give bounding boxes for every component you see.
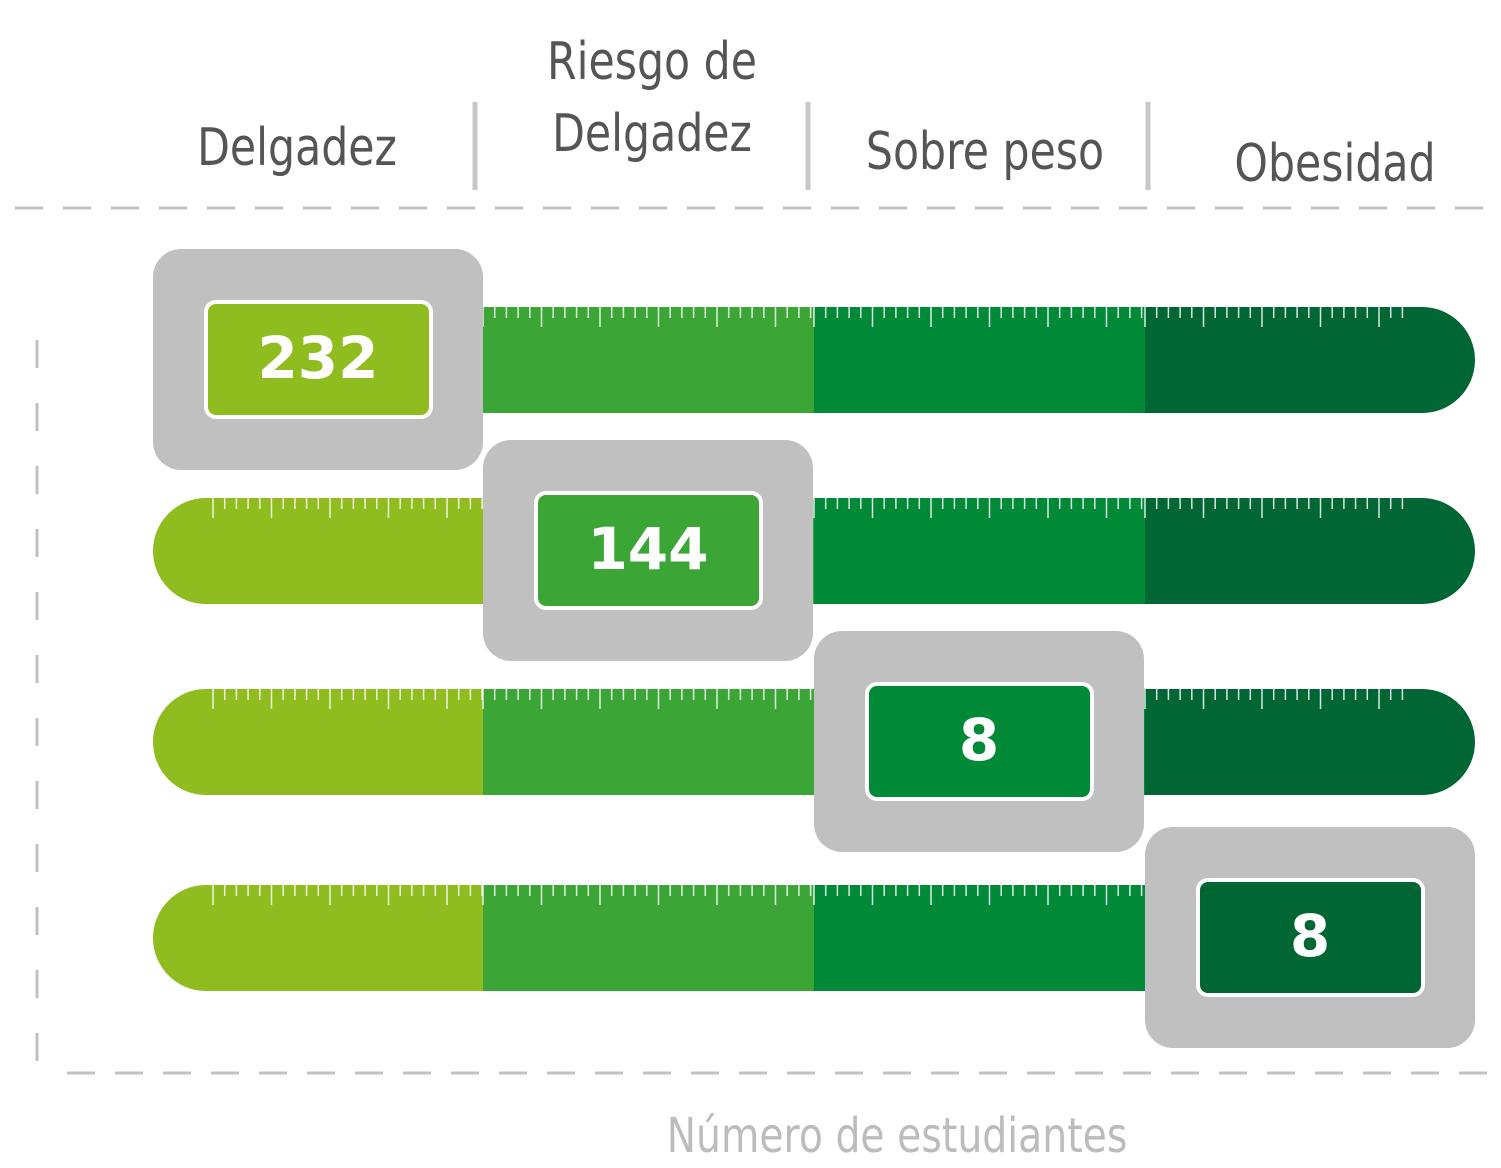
bar-segment bbox=[814, 885, 1145, 991]
value-label: 232 bbox=[257, 324, 378, 392]
column-header: Riesgo de Delgadez bbox=[547, 32, 757, 164]
value-box bbox=[204, 300, 433, 419]
column-header: Delgadez bbox=[197, 118, 397, 178]
value-label: 144 bbox=[587, 515, 708, 583]
bar-segment bbox=[153, 689, 483, 795]
bar-segment bbox=[1145, 307, 1475, 413]
bar-segment bbox=[483, 307, 814, 413]
bar-segment bbox=[814, 498, 1145, 604]
value-box bbox=[534, 491, 763, 610]
value-label: 8 bbox=[1290, 902, 1330, 970]
bar-segment bbox=[153, 498, 483, 604]
axis-label: Número de estudiantes bbox=[666, 1108, 1128, 1164]
bar-segment bbox=[153, 885, 483, 991]
column-header: Obesidad bbox=[1234, 134, 1436, 194]
bar-segment bbox=[483, 885, 814, 991]
bar-segment bbox=[814, 307, 1145, 413]
column-header: Sobre peso bbox=[865, 122, 1105, 182]
bar-segment bbox=[1145, 689, 1475, 795]
value-box bbox=[865, 682, 1094, 801]
bar-segment bbox=[1145, 498, 1475, 604]
value-box bbox=[1196, 878, 1425, 997]
bar-segment bbox=[483, 689, 814, 795]
value-label: 8 bbox=[959, 706, 999, 774]
